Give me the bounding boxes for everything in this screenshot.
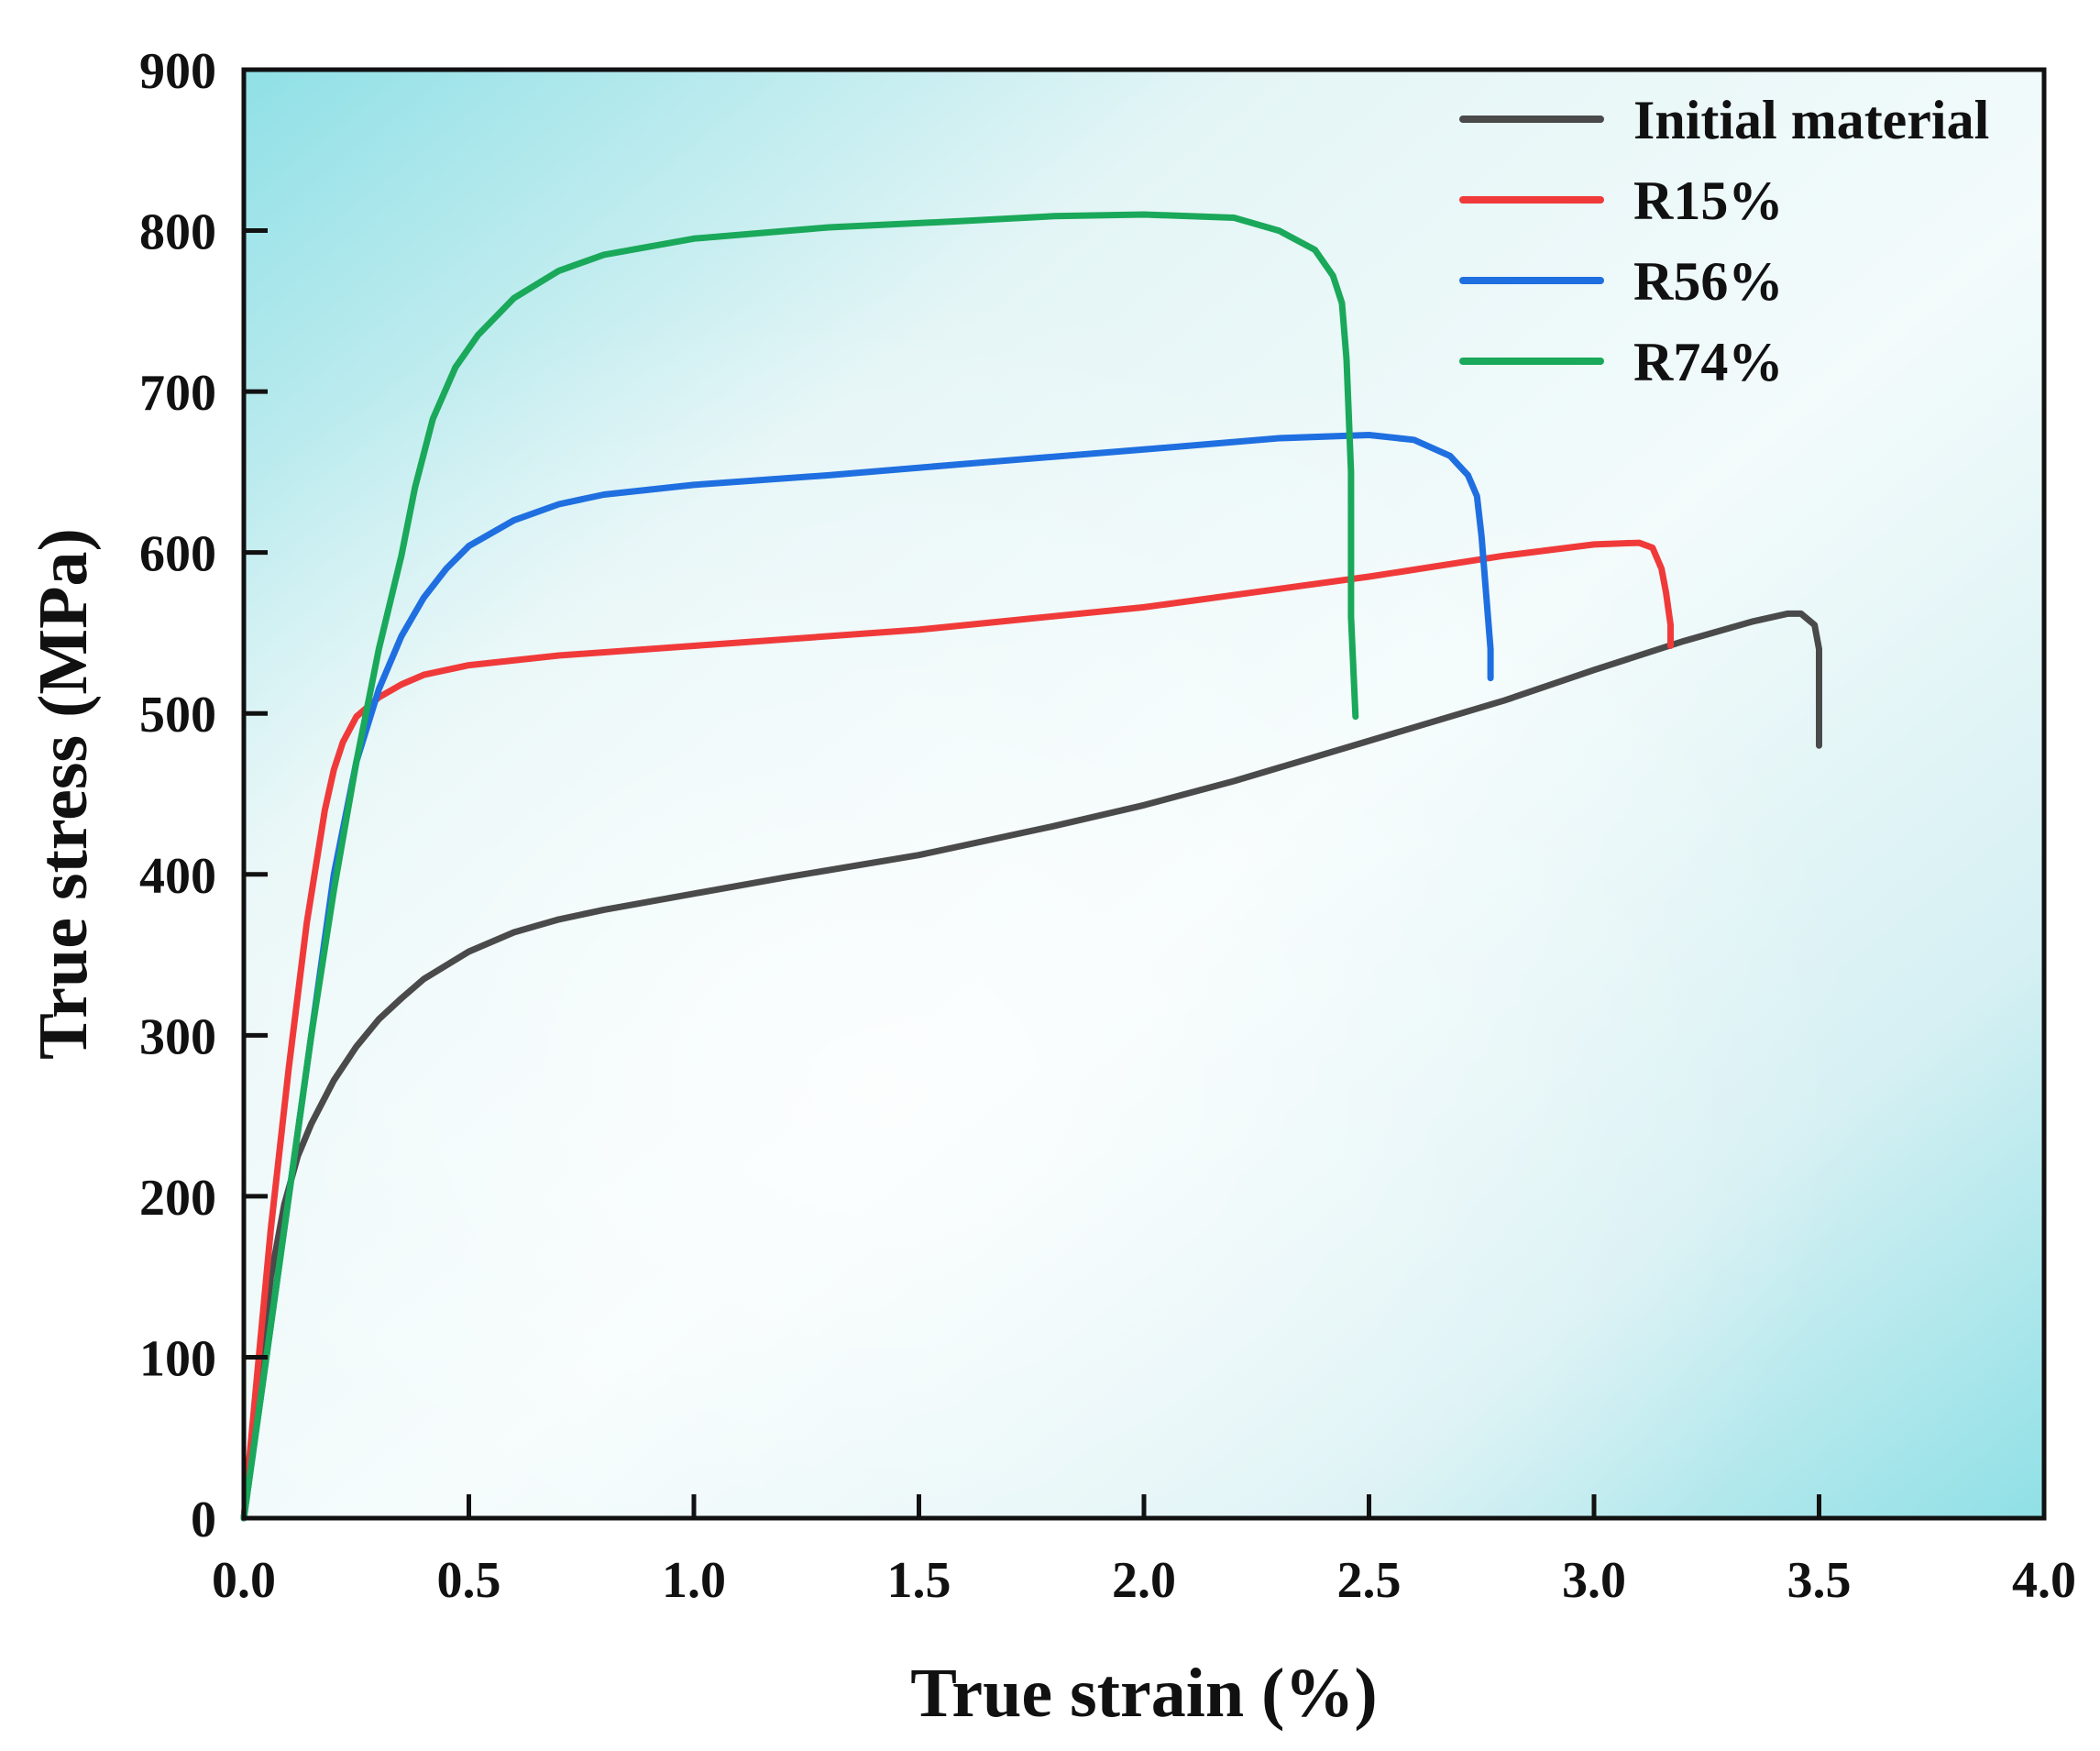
plot-area xyxy=(244,70,2044,1518)
y-tick-label: 100 xyxy=(139,1330,216,1387)
y-tick-label: 900 xyxy=(139,43,216,100)
x-tick-label: 2.5 xyxy=(1337,1552,1402,1609)
x-tick-label: 3.5 xyxy=(1787,1552,1852,1609)
legend-label-r56: R56% xyxy=(1633,251,1783,312)
plot-background-glow xyxy=(244,70,2044,1518)
y-tick-label: 400 xyxy=(139,848,216,905)
x-tick-label: 4.0 xyxy=(2012,1552,2076,1609)
x-tick-label: 3.0 xyxy=(1562,1552,1626,1609)
y-tick-label: 300 xyxy=(139,1008,216,1065)
x-tick-label: 1.5 xyxy=(887,1552,951,1609)
y-tick-label: 200 xyxy=(139,1170,216,1227)
legend-label-initial-material: Initial material xyxy=(1633,90,1989,150)
x-axis: 0.0 0.5 1.0 1.5 2.0 2.5 3.0 3.5 4.0 xyxy=(212,1494,2076,1609)
y-tick-label: 0 xyxy=(191,1492,216,1548)
y-tick-label: 800 xyxy=(139,204,216,261)
x-tick-label: 0.0 xyxy=(212,1552,276,1609)
series-line-initial-material xyxy=(240,610,1822,1522)
legend-label-r74: R74% xyxy=(1633,332,1783,392)
y-axis-title: True stress (MPa) xyxy=(25,528,102,1060)
y-tick-label: 600 xyxy=(139,526,216,583)
x-tick-label: 2.0 xyxy=(1112,1552,1176,1609)
y-tick-label: 700 xyxy=(139,365,216,422)
series-line-r74 xyxy=(240,211,1359,1522)
x-axis-title: True strain (%) xyxy=(910,1655,1377,1732)
x-tick-label: 0.5 xyxy=(437,1552,501,1609)
legend-label-r15: R15% xyxy=(1633,171,1783,231)
series-layer xyxy=(240,211,1822,1522)
series-line-r15 xyxy=(240,539,1674,1522)
y-tick-label: 500 xyxy=(139,687,216,743)
legend: Initial material R15% R56% R74% xyxy=(1459,90,1989,392)
x-tick-label: 1.0 xyxy=(662,1552,726,1609)
y-axis: 0 100 200 300 400 500 600 700 800 900 xyxy=(139,43,268,1548)
